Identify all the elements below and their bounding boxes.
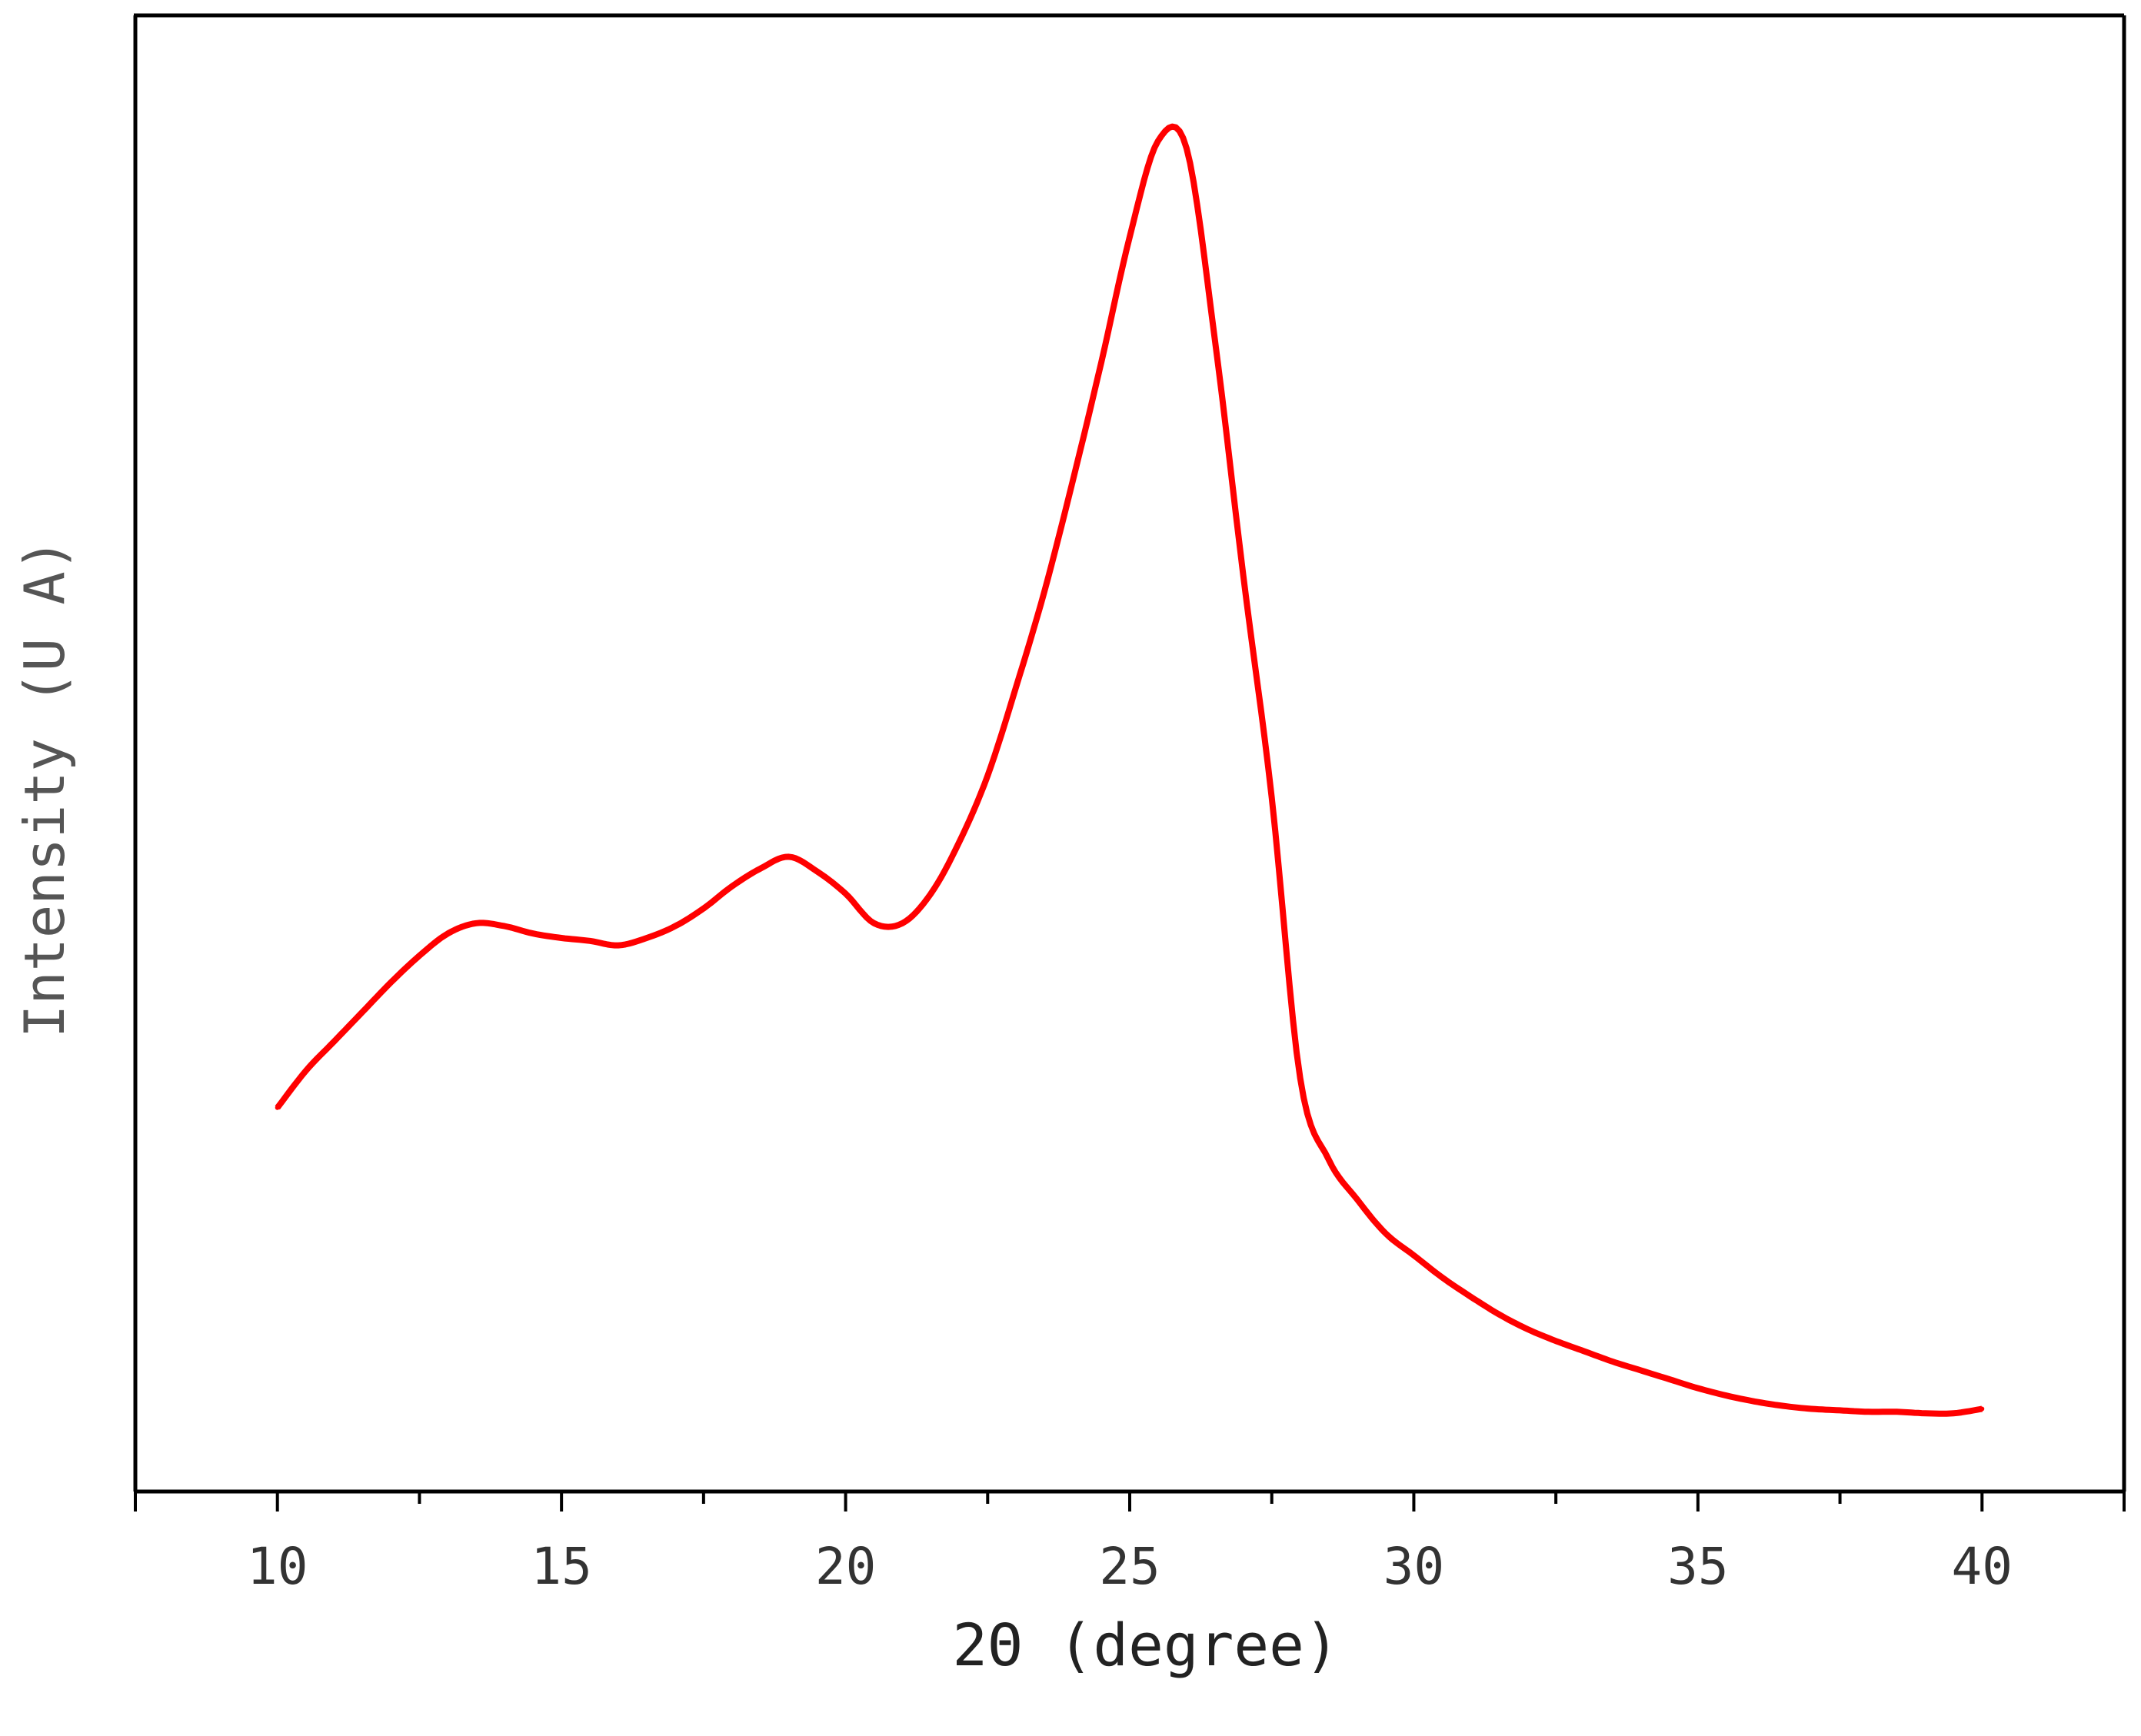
data-point: [1155, 138, 1160, 144]
data-point: [672, 923, 678, 929]
x-tick-label: 30: [1383, 1537, 1444, 1596]
data-point: [1354, 1196, 1360, 1202]
data-point: [985, 773, 991, 778]
data-point: [1070, 477, 1076, 483]
data-point: [1837, 1408, 1843, 1413]
x-tick-label: 10: [247, 1537, 308, 1596]
data-point: [588, 938, 593, 943]
data-point: [1780, 1403, 1786, 1408]
data-point: [1667, 1377, 1672, 1382]
data-point: [1723, 1393, 1729, 1398]
data-point: [729, 883, 734, 889]
data-point: [559, 936, 564, 940]
data-point: [445, 931, 451, 936]
data-point: [1582, 1349, 1587, 1354]
data-point: [1099, 360, 1104, 365]
data-point: [1980, 1406, 1985, 1412]
data-point: [531, 931, 536, 936]
data-point: [1497, 1312, 1502, 1317]
data-point: [1923, 1411, 1928, 1416]
y-axis-title: Intensity (U A): [12, 538, 77, 1038]
data-point: [1752, 1398, 1757, 1404]
data-point: [814, 869, 820, 874]
data-point: [1297, 1076, 1303, 1081]
x-tick-label: 40: [1952, 1537, 2013, 1596]
data-point: [843, 891, 848, 896]
x-axis-title: 2Θ (degree): [952, 1611, 1339, 1679]
data-point: [502, 923, 508, 929]
data-point: [1411, 1252, 1417, 1258]
data-point: [303, 1068, 308, 1073]
data-point: [758, 866, 763, 871]
data-point: [331, 1039, 337, 1044]
data-point: [1127, 234, 1132, 239]
data-point: [616, 943, 621, 948]
data-point: [1894, 1409, 1900, 1415]
x-axis-ticks: [134, 1492, 2126, 1512]
data-point: [1639, 1368, 1643, 1373]
data-point: [474, 920, 479, 926]
data-point: [1866, 1409, 1871, 1415]
data-point: [388, 979, 394, 985]
data-point: [1042, 588, 1047, 594]
data-point: [1553, 1339, 1559, 1344]
x-tick-label: 25: [1099, 1537, 1160, 1596]
x-tick-label: 20: [815, 1537, 876, 1596]
data-point: [275, 1105, 280, 1110]
data-point: [1240, 574, 1246, 579]
x-tick-label: 15: [531, 1537, 591, 1596]
data-point: [417, 953, 422, 958]
data-point: [360, 1009, 365, 1014]
x-tick-label: 35: [1667, 1537, 1728, 1596]
data-point: [1014, 684, 1019, 690]
data-point: [1525, 1326, 1530, 1332]
data-point: [644, 936, 649, 940]
data-point: [871, 920, 877, 926]
data-point: [1326, 1157, 1331, 1162]
plot-frame: [133, 13, 2126, 1494]
series-layer: [275, 123, 1985, 1417]
data-point: [1610, 1359, 1615, 1364]
data-point: [1809, 1406, 1814, 1412]
data-point: [1440, 1275, 1445, 1280]
data-point: [1212, 338, 1217, 343]
data-point: [928, 891, 934, 896]
data-point: [900, 920, 905, 926]
data-point: [957, 840, 962, 845]
data-point: [1184, 145, 1189, 151]
data-point: [1695, 1385, 1700, 1391]
data-point: [1383, 1231, 1388, 1235]
data-point: [1269, 795, 1274, 800]
data-point: [1951, 1411, 1956, 1416]
data-point: [701, 906, 706, 911]
data-point: [786, 854, 791, 860]
x-axis-tick-labels: 10 15 20 25 30 35 40: [247, 1537, 2013, 1596]
data-point: [1468, 1294, 1473, 1299]
